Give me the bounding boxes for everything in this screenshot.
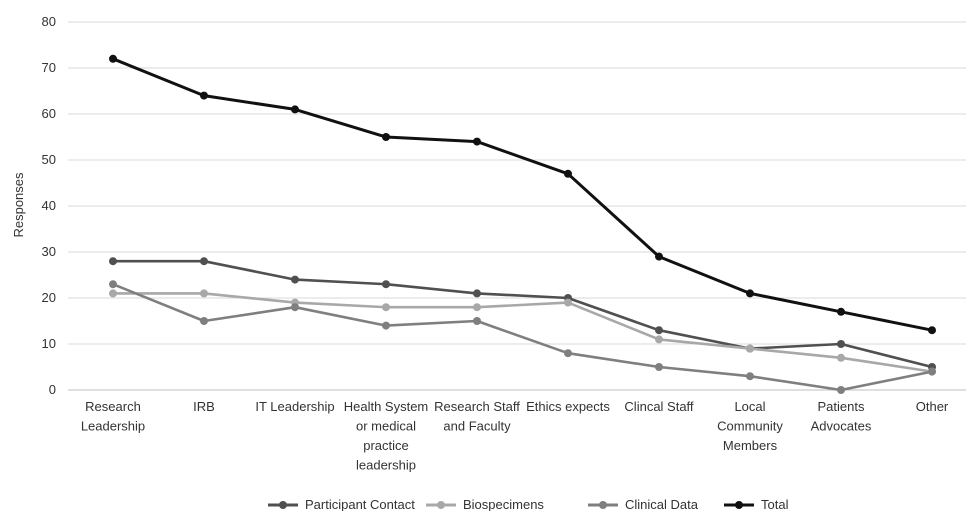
data-point	[200, 289, 208, 298]
series-line	[112, 282, 933, 392]
legend-swatch-marker	[599, 501, 607, 509]
data-point	[382, 321, 390, 330]
y-tick-label: 60	[42, 106, 56, 121]
legend-label: Total	[761, 497, 789, 511]
legend-item: Participant Contact	[268, 497, 415, 511]
data-point	[291, 105, 299, 114]
data-point	[655, 335, 663, 344]
data-point	[655, 252, 663, 261]
data-point	[382, 133, 390, 141]
legend-label: Clinical Data	[625, 497, 699, 511]
y-tick-label: 20	[42, 290, 56, 305]
data-point	[746, 344, 754, 353]
legend-item: Total	[724, 497, 789, 511]
legend-swatch-marker	[279, 501, 287, 509]
series-line	[112, 57, 933, 332]
data-point	[746, 289, 754, 298]
data-point	[473, 317, 481, 325]
legend-item: Clinical Data	[588, 497, 699, 511]
data-point	[655, 326, 663, 335]
y-tick-label: 30	[42, 244, 56, 259]
series-clinical-data	[109, 280, 936, 394]
x-tick-label: Research Leadership	[81, 399, 145, 434]
gridlines	[68, 21, 966, 391]
series-total	[109, 54, 936, 335]
y-tick-label: 0	[49, 382, 56, 397]
data-point	[837, 340, 845, 348]
data-point	[291, 275, 299, 284]
x-tick-label: IRB	[193, 399, 215, 414]
legend-swatch-marker	[735, 501, 743, 509]
x-tick-label: Local Community Members	[717, 399, 783, 453]
legend-swatch-marker	[437, 501, 445, 509]
series-biospecimens	[109, 289, 936, 376]
x-tick-label: Ethics expects	[526, 399, 610, 414]
data-point	[109, 257, 117, 266]
y-tick-label: 50	[42, 152, 56, 167]
data-point	[473, 289, 481, 298]
y-tick-label: 40	[42, 198, 56, 213]
series-line	[113, 292, 933, 373]
legend-label: Participant Contact	[305, 497, 415, 511]
y-tick-label: 10	[42, 336, 56, 351]
data-point	[473, 137, 481, 146]
legend-label: Biospecimens	[463, 497, 544, 511]
x-tick-label: IT Leadership	[255, 399, 334, 414]
data-point	[564, 298, 572, 307]
x-tick-label: Clincal Staff	[624, 399, 694, 414]
data-point	[564, 349, 572, 358]
legend: Participant Contact Biospecimens Clinical …	[268, 497, 789, 511]
x-tick-label: Other	[916, 399, 949, 414]
data-point	[473, 303, 481, 312]
x-tick-label: Health System or medical practice leadershi…	[344, 399, 429, 473]
x-tick-label: Patients Advocates	[811, 399, 872, 434]
data-point	[837, 386, 845, 394]
legend-item: Biospecimens	[426, 497, 544, 511]
data-point	[109, 54, 117, 63]
x-tick-labels: Research Leadership IRB IT Leadership Health…	[81, 399, 949, 473]
data-point	[109, 280, 117, 289]
data-point	[200, 91, 208, 100]
y-axis-label: Responses	[11, 172, 26, 238]
data-point	[200, 257, 208, 266]
y-tick-label: 80	[42, 14, 56, 29]
data-point	[837, 353, 845, 362]
data-point	[382, 303, 390, 312]
data-point	[200, 317, 208, 325]
series-lines	[109, 54, 936, 394]
x-tick-label: Research Staff and Faculty	[434, 399, 520, 434]
data-point	[928, 367, 936, 376]
y-tick-labels: 0 10 20 30 40 50 60 70 80	[42, 14, 56, 397]
series-line	[113, 259, 933, 369]
data-point	[928, 326, 936, 335]
data-point	[564, 169, 572, 178]
data-point	[746, 372, 754, 381]
data-point	[109, 289, 117, 298]
y-tick-label: 70	[42, 60, 56, 75]
data-point	[291, 303, 299, 312]
data-point	[837, 307, 845, 316]
data-point	[382, 280, 390, 289]
data-point	[655, 363, 663, 371]
